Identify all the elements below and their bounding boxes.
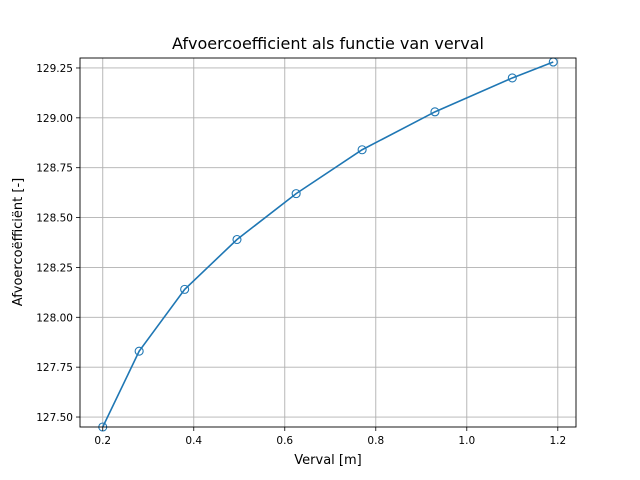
x-tick-label: 0.4	[185, 435, 202, 447]
chart-title: Afvoercoefficient als functie van verval	[172, 34, 484, 53]
grid-layer	[80, 58, 576, 427]
data-point	[357, 145, 367, 155]
y-tick-label: 128.25	[36, 262, 73, 274]
y-axis-label: Afvoercoëfficiënt [-]	[11, 178, 26, 306]
x-tick-label: 0.8	[367, 435, 384, 447]
tick-layer: 0.2 0.4 0.6 0.8 1.0 1.2 127.50 127.75 128.00 128.…	[36, 63, 566, 447]
y-tick-label: 127.75	[36, 362, 73, 374]
plot-frame	[79, 57, 577, 428]
series-line	[102, 61, 554, 427]
x-tick-label: 0.6	[276, 435, 293, 447]
x-tick-label: 1.0	[458, 435, 475, 447]
y-tick-label: 128.50	[36, 213, 73, 225]
data-point	[430, 107, 440, 117]
data-point	[291, 189, 301, 199]
x-tick-label: 1.2	[549, 435, 566, 447]
y-tick-label: 128.75	[36, 163, 73, 175]
data-point	[180, 284, 190, 294]
y-tick-label: 129.25	[36, 63, 73, 75]
series-group	[102, 61, 554, 427]
y-tick-label: 129.00	[36, 113, 73, 125]
data-point	[232, 234, 242, 245]
y-tick-label: 127.50	[36, 412, 73, 424]
y-tick-label: 128.00	[36, 312, 73, 324]
data-point	[134, 346, 144, 356]
x-tick-label: 0.2	[94, 435, 111, 447]
data-point	[507, 73, 517, 83]
series-layer	[98, 57, 558, 432]
x-axis-label: Verval [m]	[294, 453, 361, 468]
